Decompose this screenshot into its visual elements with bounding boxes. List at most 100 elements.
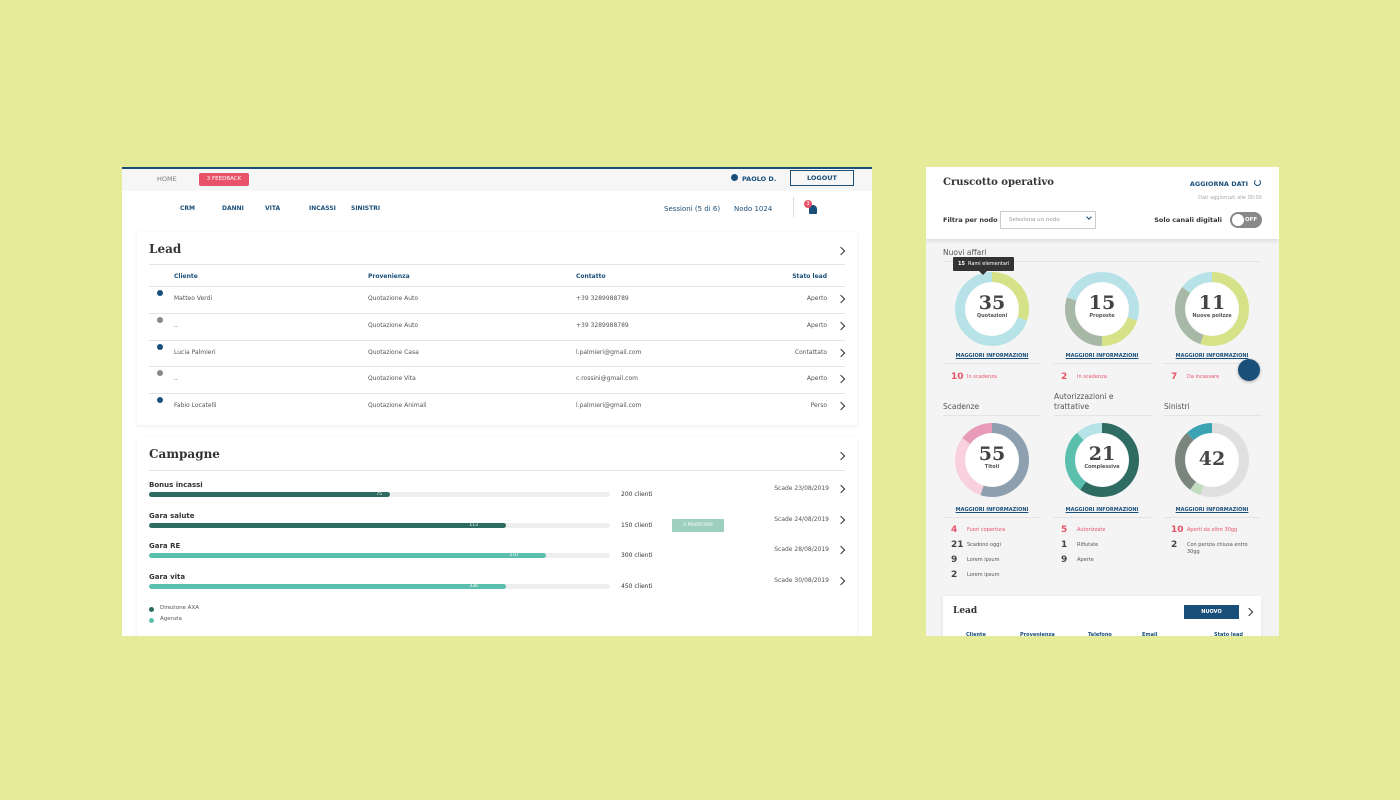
stat-text: In scadenza <box>967 374 997 380</box>
clients: 300 clienti <box>621 552 653 560</box>
donut-segment <box>955 423 1029 497</box>
column-header: Stato lead <box>792 273 827 280</box>
cell: Matteo Verdi <box>174 295 212 302</box>
cell: Quotazione Auto <box>368 295 419 302</box>
donut <box>1175 272 1249 346</box>
more-info-link[interactable]: MAGGIORI INFORMAZIONI <box>1175 353 1249 359</box>
new-button[interactable]: NUOVO <box>1184 605 1239 619</box>
campaign-name: Gara RE <box>149 542 181 551</box>
stat-number: 10 <box>951 372 964 382</box>
cell: Quotazione Auto <box>368 321 419 329</box>
progress-bar: 270 <box>149 553 546 559</box>
donut-label: Complessive <box>1084 464 1120 470</box>
donut-hole <box>965 282 1019 336</box>
card-title: Lead <box>149 242 182 256</box>
due-date: Scade 28/08/2019 <box>774 546 829 554</box>
stat-number: 21 <box>951 540 964 550</box>
clients: 200 clienti <box>621 491 653 498</box>
nav-item[interactable]: CRM <box>180 205 195 212</box>
divider <box>1054 415 1152 416</box>
chevron <box>836 321 846 331</box>
cell: Lucia Palmieri <box>174 348 216 356</box>
card-title: Campagne <box>149 447 220 461</box>
cell: Perso <box>810 402 827 410</box>
chevron <box>836 246 846 256</box>
cell: Quotazione Casa <box>368 348 419 356</box>
stat-text: Fuori copertura <box>967 527 1006 533</box>
more-info-link[interactable]: MAGGIORI INFORMAZIONI <box>955 353 1029 359</box>
cell: Quotazione Vita <box>368 375 416 383</box>
donut-segment <box>955 423 1029 497</box>
cell: Contattato <box>794 348 827 356</box>
divider <box>1053 363 1151 364</box>
nav-item[interactable]: VITA <box>265 205 281 212</box>
dashboard-header <box>926 167 1279 239</box>
stat-number: 2 <box>1061 372 1068 382</box>
donut-segment <box>1065 272 1139 346</box>
cell: Quotazione Animali <box>368 402 427 410</box>
divider <box>943 517 1041 518</box>
clients: 150 clienti <box>621 521 653 529</box>
more-info-link[interactable]: MAGGIORI INFORMAZIONI <box>955 507 1029 513</box>
more-info-link[interactable]: MAGGIORI INFORMAZIONI <box>1065 353 1139 359</box>
donut-segment <box>1175 272 1249 346</box>
bell-icon[interactable] <box>809 205 817 214</box>
cell: Aperto <box>806 375 827 383</box>
donut-label: Titoli <box>984 464 1000 470</box>
card-title: Lead <box>953 606 978 616</box>
legend-label: Agenzia <box>160 616 182 622</box>
stat-number: 9 <box>951 555 958 565</box>
more-info-link[interactable]: MAGGIORI INFORMAZIONI <box>1065 507 1139 513</box>
digital-label: Solo canali digitali <box>1154 216 1222 224</box>
priority-tag: 2 PRIORITARI <box>672 518 724 532</box>
home-link[interactable]: HOME <box>157 175 177 183</box>
divider <box>1163 517 1261 518</box>
donut-value: 55 <box>978 443 1006 465</box>
node-select[interactable]: Seleziona un nodo <box>1000 211 1096 229</box>
row-divider <box>149 366 845 368</box>
nav-item[interactable]: INCASSI <box>309 205 336 212</box>
donut-value: 15 <box>1088 292 1116 314</box>
logout-button[interactable]: LOGOUT <box>790 170 854 186</box>
more-info-link[interactable]: MAGGIORI INFORMAZIONI <box>1175 507 1249 513</box>
divider <box>943 261 1261 262</box>
node[interactable]: Nodo 1024 <box>734 205 773 213</box>
donut-segment <box>1065 272 1139 346</box>
donut-label: Quotazioni <box>976 313 1008 319</box>
refresh-button[interactable]: AGGIORNA DATI <box>1189 180 1248 188</box>
progress-bar: 75 <box>149 492 390 497</box>
tooltip-label: Rami elementari <box>967 261 1010 267</box>
stat-text: Lorem ipsum <box>967 572 1000 578</box>
cell: .. <box>174 321 178 329</box>
nav-item[interactable]: SINISTRI <box>351 205 381 212</box>
row-divider <box>149 312 845 314</box>
user-name[interactable]: PAOLO D. <box>742 175 777 183</box>
stat-text: Scadono oggi <box>967 542 1001 548</box>
donut-value: 42 <box>1198 448 1226 470</box>
column-header: Telefono <box>1088 632 1112 636</box>
donut-segment <box>1065 423 1139 497</box>
floating-button[interactable] <box>1238 359 1260 381</box>
tooltip: 15 Rami elementari <box>953 257 1015 271</box>
filter-label: Filtra per nodo <box>943 216 998 224</box>
cell: Fabio Locatelli <box>174 402 217 410</box>
column-header: Cliente <box>966 632 986 636</box>
person-icon <box>157 343 163 350</box>
tooltip-value: 15 <box>958 261 965 267</box>
lead-card: Lead Cliente Provenienza Contatto Stato lead… <box>137 232 857 425</box>
toggle-knob <box>1232 214 1244 226</box>
chevron <box>836 401 846 411</box>
donut-value: 21 <box>1088 443 1116 465</box>
section-title: Nuovi affari <box>943 248 987 257</box>
section-title: Scadenze <box>943 402 980 411</box>
nav-item[interactable]: DANNI <box>222 205 244 212</box>
sessions[interactable]: Sessioni (5 di 6) <box>664 205 721 213</box>
stat-number: 2 <box>1171 540 1178 550</box>
stat-number: 9 <box>1061 555 1068 565</box>
stat-text: Rifiutate <box>1077 542 1099 548</box>
campaign-name: Gara vita <box>149 573 186 582</box>
feedback-badge[interactable]: 3 FEEDBACK <box>199 173 249 186</box>
campaign-name: Bonus incassi <box>149 481 203 489</box>
legend-dot <box>149 618 154 623</box>
